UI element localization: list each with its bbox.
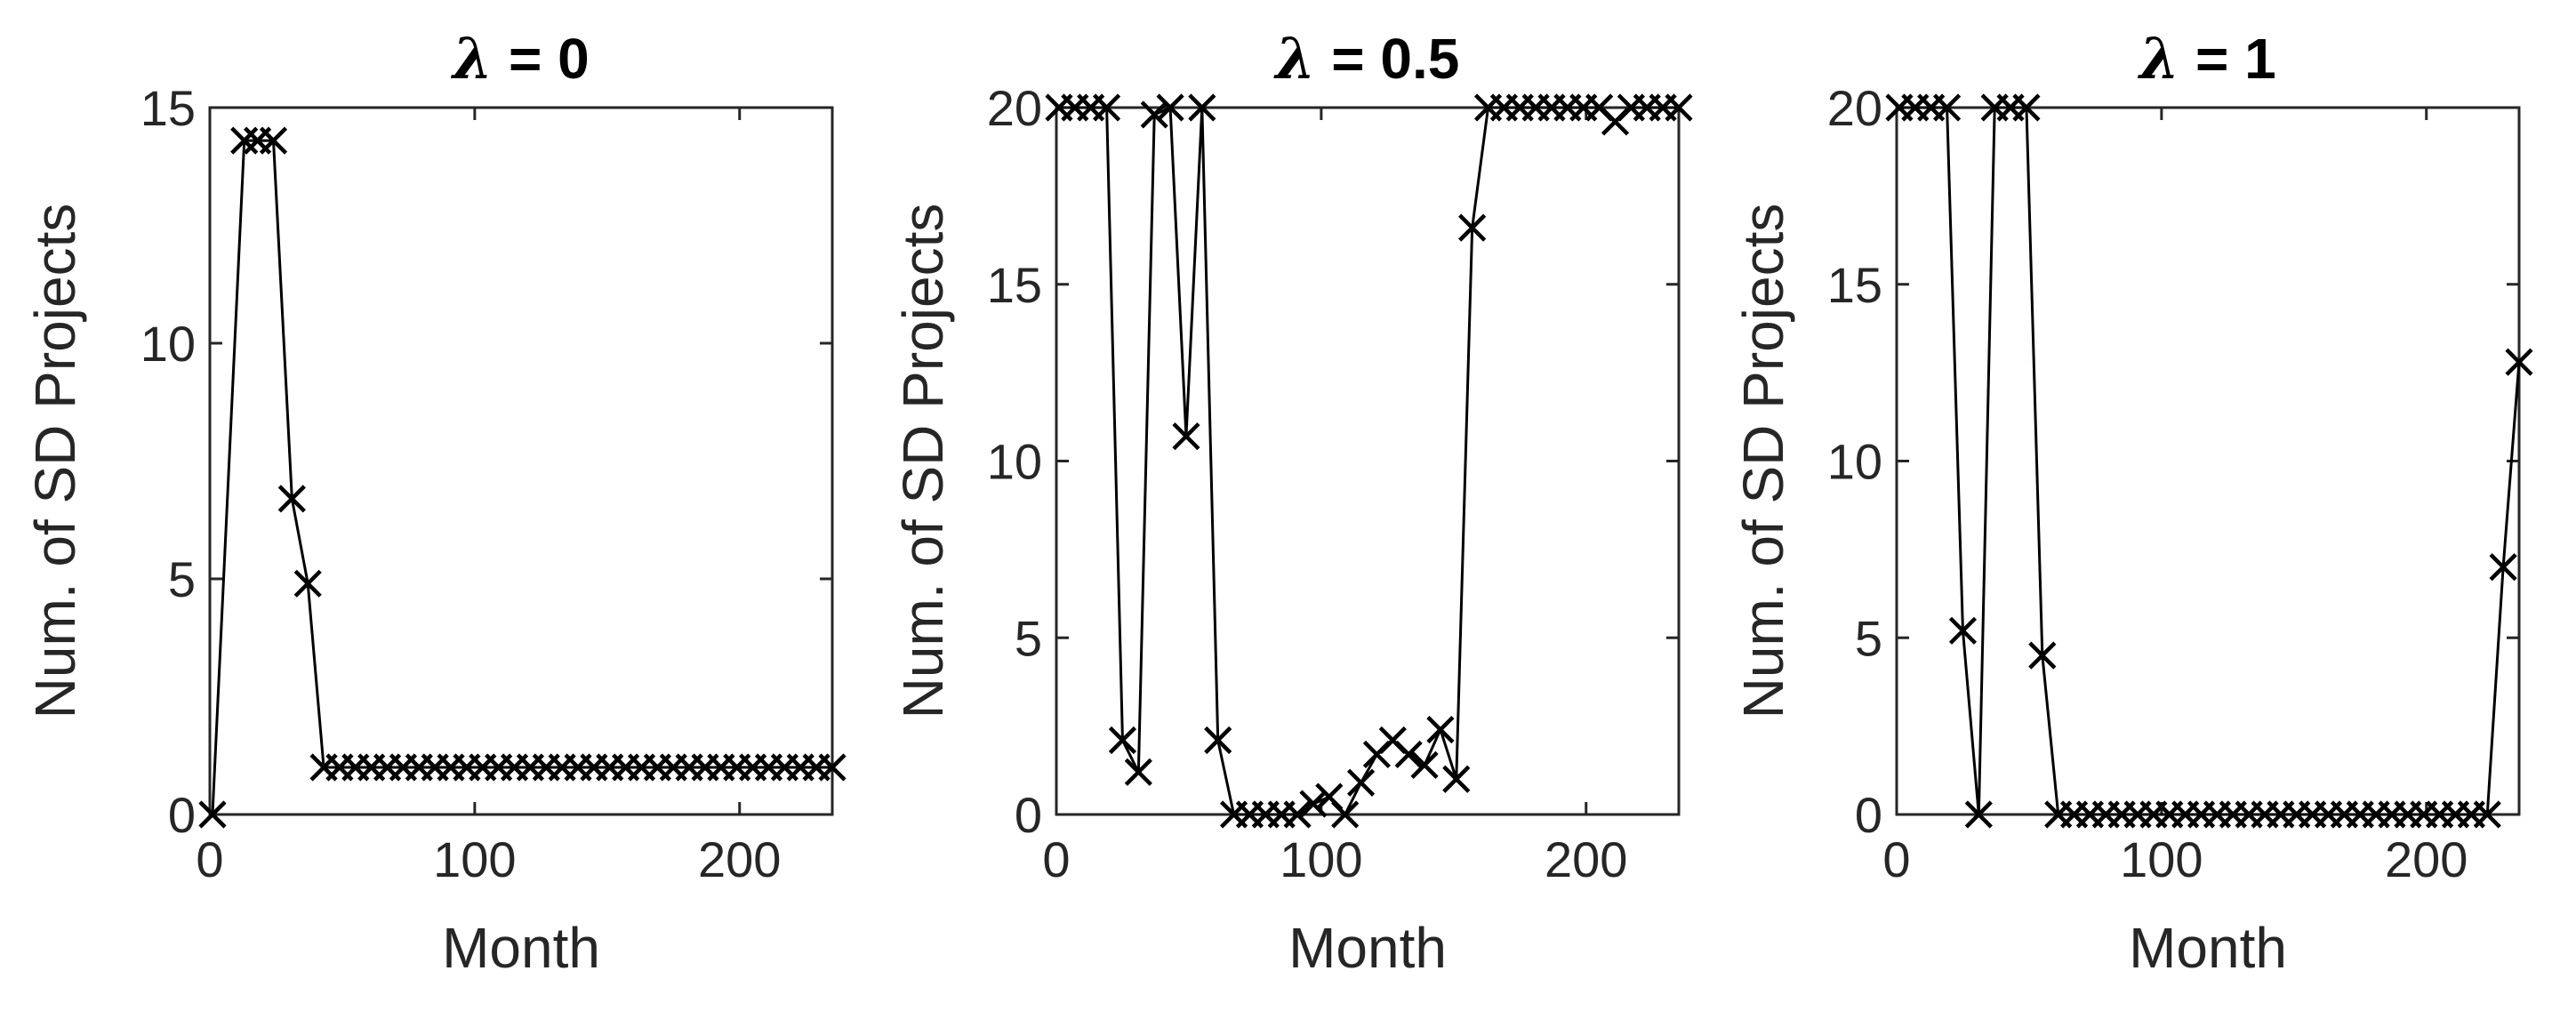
y-tick-label: 20 (987, 80, 1042, 136)
x-tick-label: 200 (698, 831, 781, 887)
y-axis-label: Num. of SD Projects (1731, 204, 1795, 719)
data-point-marker (2028, 641, 2057, 670)
x-tick-label: 100 (433, 831, 516, 887)
plot-area (1055, 106, 1681, 816)
y-tick-label: 5 (1015, 610, 1042, 666)
data-point-marker (1665, 93, 1693, 122)
data-point-marker (1156, 93, 1184, 122)
data-point-marker (230, 126, 259, 155)
data-point-marker (1426, 716, 1455, 744)
data-point-marker (1204, 726, 1232, 755)
x-axis-label: Month (2129, 916, 2287, 980)
title-value: = 0.5 (1315, 27, 1459, 91)
y-tick-label: 0 (1855, 787, 1882, 843)
title-value: = 0 (493, 27, 590, 91)
chart-title: λ = 0 (450, 26, 589, 92)
x-tick-label: 200 (1545, 831, 1627, 887)
y-tick-label: 15 (987, 257, 1042, 313)
data-point-marker (277, 485, 306, 513)
x-axis-label: Month (442, 916, 600, 980)
data-point-marker (1331, 800, 1360, 829)
y-tick-label: 15 (1827, 257, 1882, 313)
data-point-marker (2473, 800, 2501, 829)
title-lambda: λ (2137, 26, 2179, 92)
y-tick-label: 20 (1827, 80, 1882, 136)
data-point-marker (1283, 800, 1312, 829)
data-point-marker (1394, 740, 1423, 769)
chart-title: λ = 0.5 (1273, 26, 1460, 92)
data-point-marker (259, 126, 288, 155)
y-axis-label: Num. of SD Projects (891, 204, 955, 719)
x-tick-label: 200 (2385, 831, 2468, 887)
data-point-marker (1124, 758, 1152, 786)
x-tick-label: 100 (2120, 831, 2203, 887)
series-line (211, 139, 832, 815)
data-point-marker (1093, 93, 1121, 122)
series-line (1898, 106, 2521, 816)
chart-panel-2: 0 100 200 0 5 10 15 20 λ = 0.5 Month Num. of SD Pr… (891, 26, 1693, 980)
y-tick-label: 0 (1015, 787, 1042, 843)
y-tick-label: 0 (168, 787, 196, 843)
plot-area (1895, 106, 2521, 816)
y-tick-label: 10 (1827, 434, 1882, 490)
data-point-marker (1108, 726, 1137, 755)
data-point-marker (1172, 422, 1200, 451)
x-tick-label: 0 (1882, 831, 1910, 887)
data-point-marker (1458, 213, 1487, 242)
data-point-marker (2505, 348, 2533, 376)
chart-panel-3: 0 100 200 0 5 10 15 20 λ = 1 Month Num. of SD Proj… (1731, 26, 2533, 980)
data-point-marker (1346, 768, 1376, 797)
data-point-marker (1933, 93, 1962, 122)
title-lambda: λ (1273, 26, 1316, 92)
data-point-marker (1140, 100, 1168, 129)
data-point-marker (198, 800, 227, 829)
plot-area (208, 106, 834, 816)
data-point-marker (2012, 93, 2041, 122)
title-value: = 1 (2179, 27, 2276, 91)
data-point-marker (1299, 790, 1328, 818)
data-point-marker (1410, 750, 1439, 779)
data-point-marker (818, 753, 847, 782)
y-tick-label: 10 (140, 316, 196, 372)
x-tick-label: 100 (1280, 831, 1362, 887)
data-point-marker (1442, 765, 1471, 793)
data-point-marker (293, 569, 322, 598)
chart-panel-1: 0 100 200 0 5 10 15 λ = 0 Month Num. of SD Projec… (23, 26, 847, 980)
x-tick-label: 0 (196, 831, 223, 887)
y-axis-label: Num. of SD Projects (23, 204, 87, 719)
series-line (1058, 106, 1679, 816)
y-tick-label: 15 (140, 80, 196, 136)
y-tick-label: 5 (168, 551, 196, 607)
y-tick-label: 10 (987, 434, 1042, 490)
x-axis-label: Month (1288, 916, 1447, 980)
data-point-marker (1188, 93, 1216, 122)
x-tick-label: 0 (1042, 831, 1070, 887)
y-tick-label: 5 (1855, 610, 1882, 666)
data-point-marker (1948, 616, 1978, 645)
chart-title: λ = 1 (2137, 26, 2275, 92)
data-point-marker (2489, 553, 2517, 582)
data-point-marker (1964, 800, 1993, 829)
title-lambda: λ (450, 26, 493, 92)
